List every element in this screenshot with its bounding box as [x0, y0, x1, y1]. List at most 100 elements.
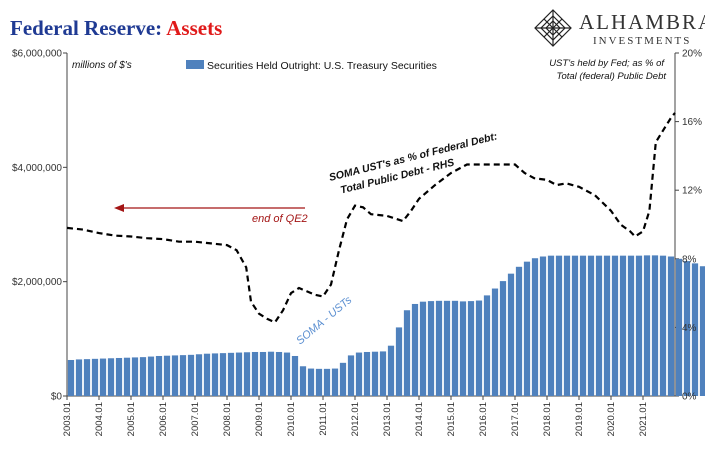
bar: [211, 353, 219, 396]
left-tick-label: $2,000,000: [12, 277, 62, 288]
bar: [299, 366, 307, 396]
alhambra-logo: ALHAMBRA INVESTMENTS: [533, 8, 705, 50]
bar: [243, 352, 251, 396]
bar: [467, 301, 475, 396]
x-tick-label: 2003.01: [62, 402, 73, 436]
bar: [403, 310, 411, 396]
bar: [563, 255, 571, 396]
bar: [659, 255, 667, 396]
bar: [219, 353, 227, 397]
bar: [603, 255, 611, 396]
bar: [187, 354, 195, 396]
bar: [147, 356, 155, 396]
bar: [259, 351, 267, 396]
bar: [67, 359, 75, 396]
bar: [683, 261, 691, 396]
bar: [491, 288, 499, 396]
bar: [587, 255, 595, 396]
bar: [443, 300, 451, 396]
bar: [627, 255, 635, 396]
x-tick-label: 2012.01: [350, 402, 361, 436]
bar: [123, 357, 131, 396]
axes-frame: [63, 52, 679, 400]
bar: [99, 358, 107, 396]
left-tick-label: $6,000,000: [12, 49, 62, 60]
x-tick-label: 2021.01: [638, 402, 649, 436]
right-tick-label: 4%: [682, 323, 697, 334]
x-tick-label: 2006.01: [158, 402, 169, 436]
chart-title-highlight: Assets: [166, 16, 223, 40]
bar: [699, 266, 705, 396]
left-axis-unit-note: millions of $'s: [72, 60, 132, 71]
bar: [283, 352, 291, 396]
bar: [595, 255, 603, 396]
bar: [267, 351, 275, 396]
bar: [163, 355, 171, 396]
bar: [619, 255, 627, 396]
bar: [203, 353, 211, 396]
bar: [411, 303, 419, 396]
bar: [691, 263, 699, 396]
bar: [427, 301, 435, 396]
x-tick-label: 2014.01: [414, 402, 425, 436]
bar: [419, 301, 427, 396]
x-tick-label: 2005.01: [126, 402, 137, 436]
bar: [235, 352, 243, 396]
bar: [107, 358, 115, 396]
right-axis-note-2: Total (federal) Public Debt: [557, 71, 667, 82]
bar: [579, 255, 587, 396]
bar: [531, 258, 539, 396]
bar: [395, 327, 403, 396]
legend-swatch: [186, 60, 204, 69]
bar: [371, 351, 379, 396]
bar-series: [67, 255, 705, 397]
bar: [555, 255, 563, 396]
bar: [515, 266, 523, 396]
bar: [547, 255, 555, 396]
chart-title: Federal Reserve: Assets: [10, 16, 222, 41]
x-tick-label: 2009.01: [254, 402, 265, 436]
bar: [291, 355, 299, 396]
bar: [115, 357, 123, 396]
bar: [83, 359, 91, 396]
bar: [499, 281, 507, 396]
bar: [643, 255, 651, 396]
x-tick-label: 2007.01: [190, 402, 201, 436]
legend-label: Securities Held Outright: U.S. Treasury …: [207, 60, 437, 72]
bar: [331, 368, 339, 396]
x-tick-label: 2010.01: [286, 402, 297, 436]
soma-annotation: SOMA - USTs: [294, 294, 354, 347]
bar: [347, 355, 355, 396]
logo-brand: ALHAMBRA: [579, 10, 705, 34]
bar: [355, 352, 363, 396]
bar: [195, 354, 203, 396]
right-tick-label: 0%: [682, 392, 697, 403]
x-tick-label: 2019.01: [574, 402, 585, 436]
bar: [539, 256, 547, 396]
bar: [315, 368, 323, 396]
bar: [91, 358, 99, 396]
x-tick-label: 2017.01: [510, 402, 521, 436]
bar: [667, 256, 675, 396]
bar: [571, 255, 579, 396]
bar: [131, 357, 139, 396]
bar: [483, 295, 491, 396]
bar: [651, 255, 659, 396]
bar: [379, 351, 387, 396]
bar: [451, 300, 459, 396]
bar: [227, 352, 235, 396]
bar: [675, 258, 683, 396]
right-tick-label: 16%: [682, 117, 702, 128]
bar: [611, 255, 619, 396]
x-tick-label: 2013.01: [382, 402, 393, 436]
x-tick-label: 2008.01: [222, 402, 233, 436]
bar: [523, 261, 531, 396]
bar: [635, 255, 643, 396]
bar: [435, 300, 443, 396]
bar: [171, 355, 179, 396]
bar: [275, 351, 283, 396]
bar: [363, 351, 371, 396]
bar: [339, 362, 347, 396]
bar: [155, 355, 163, 396]
left-tick-label: $4,000,000: [12, 163, 62, 174]
